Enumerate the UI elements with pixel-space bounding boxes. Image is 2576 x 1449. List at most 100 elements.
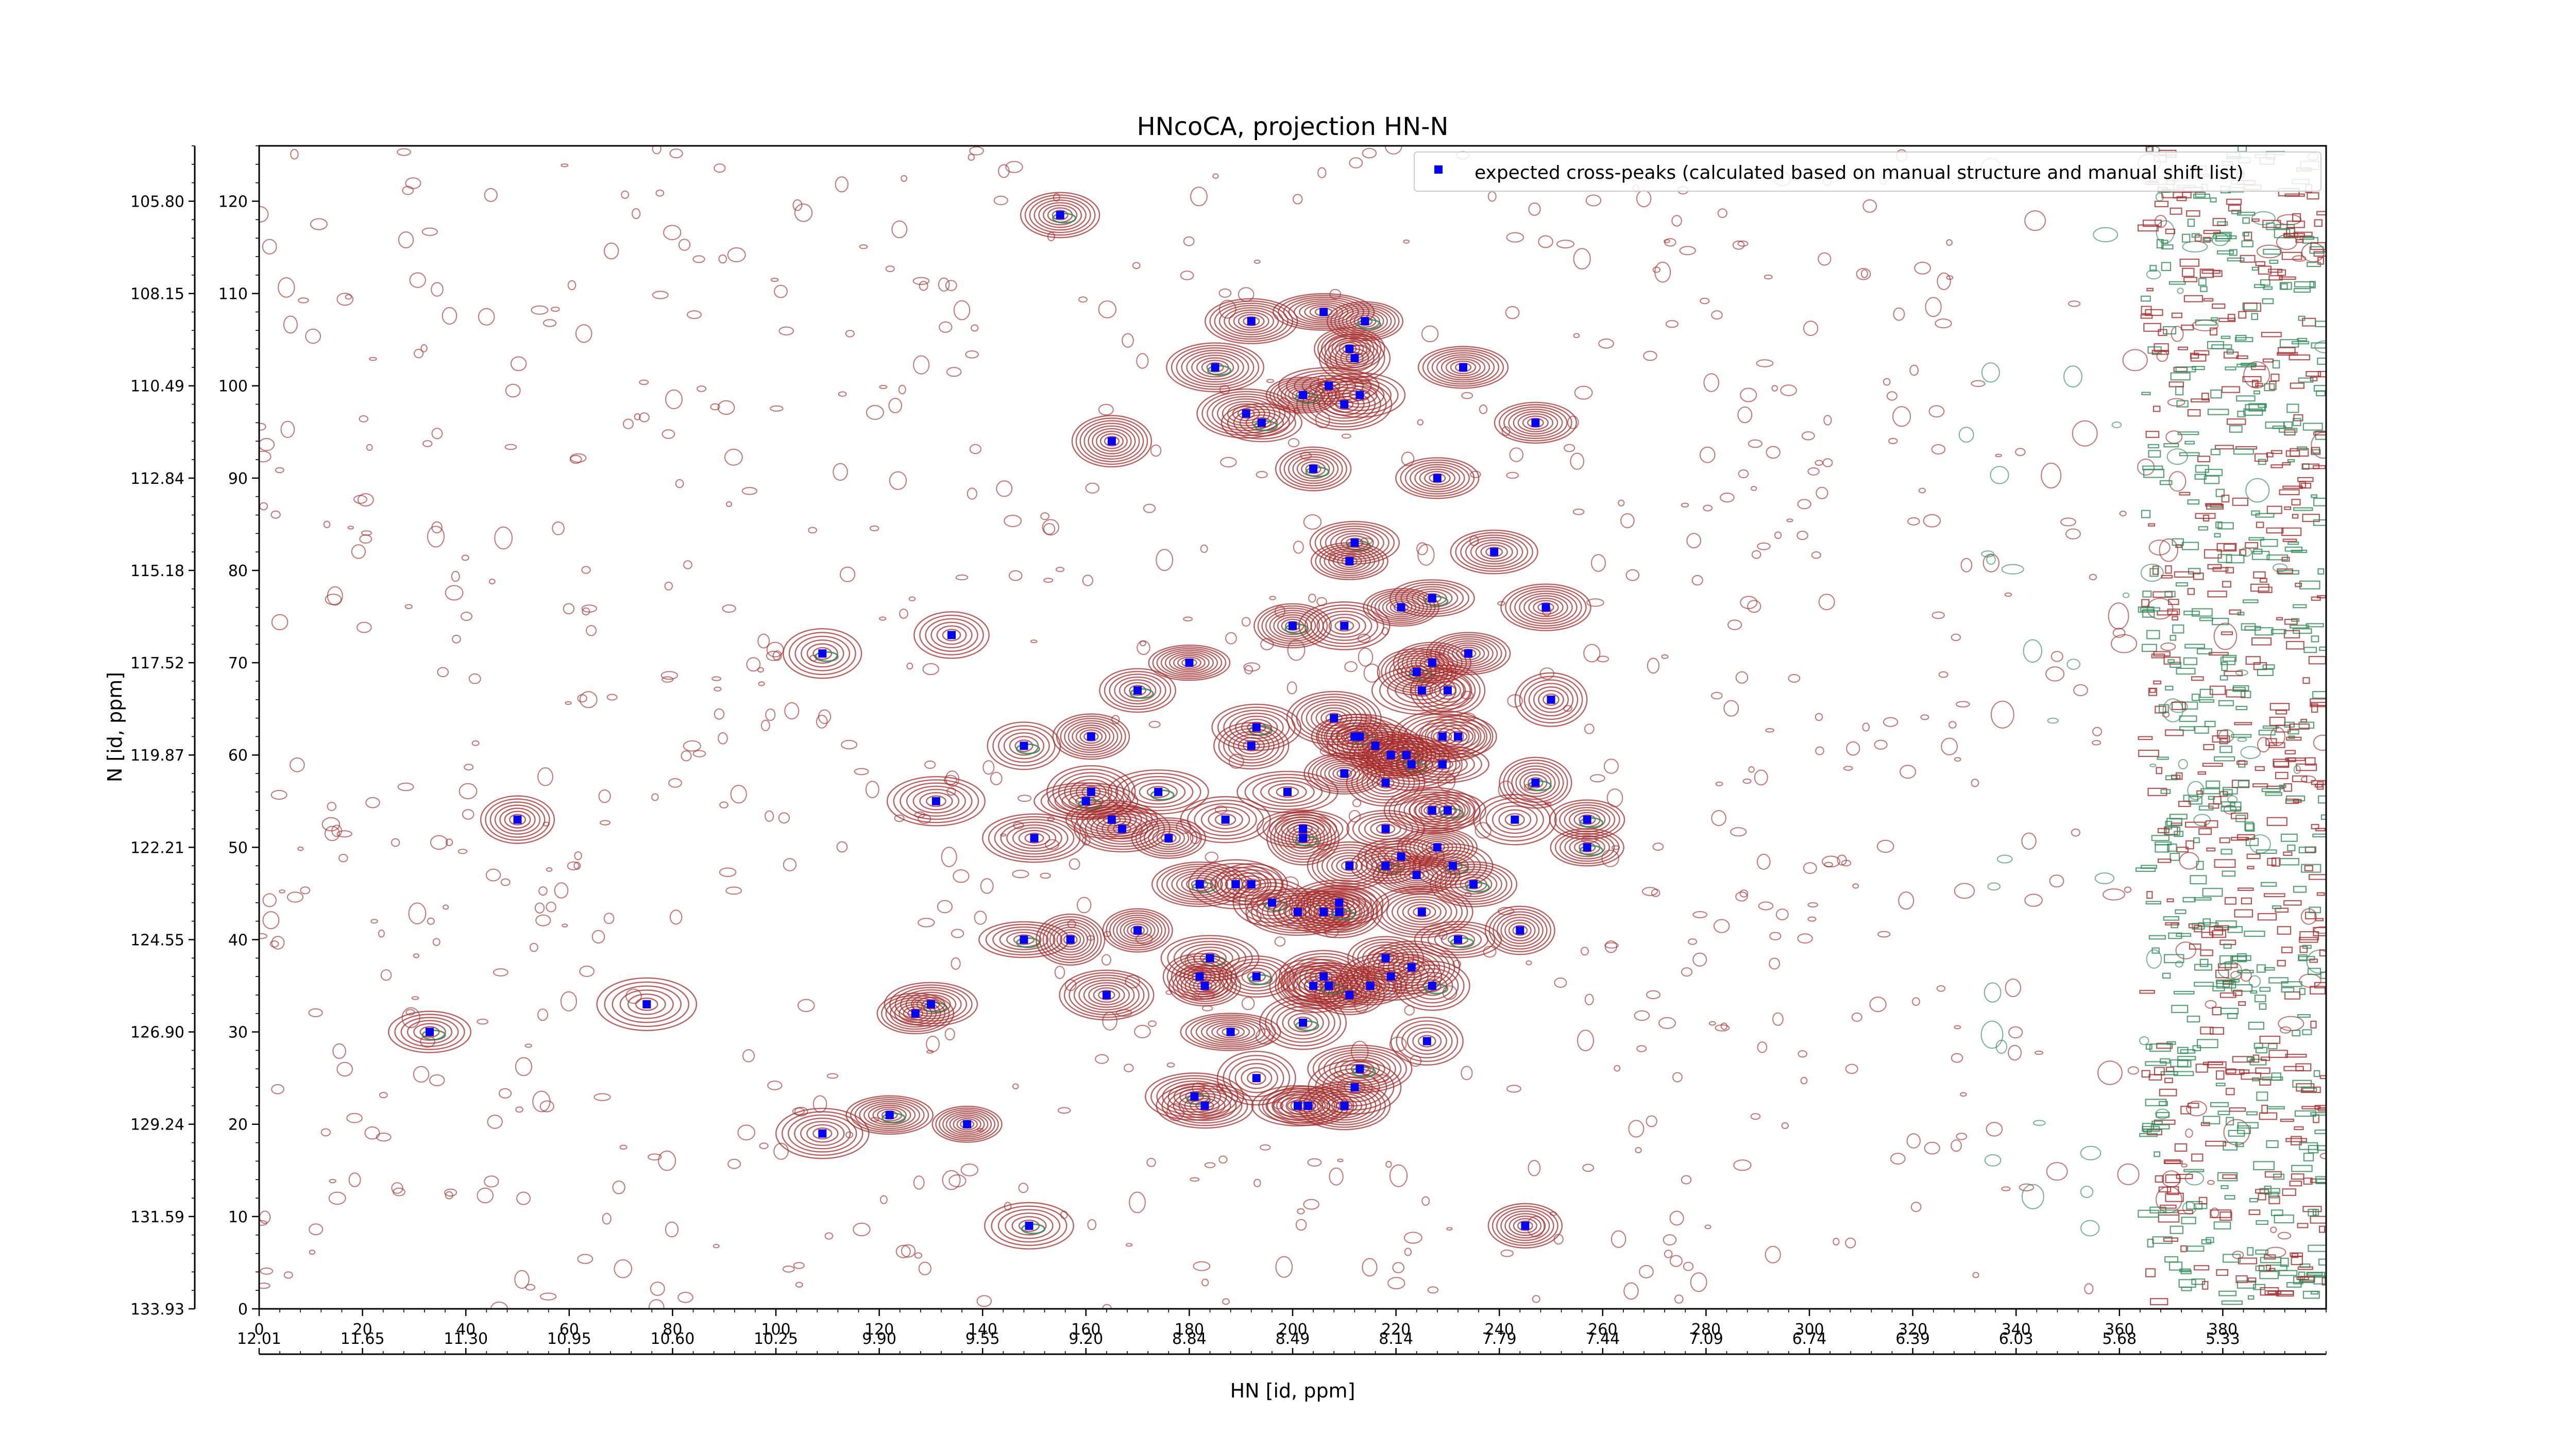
peak-contour [1411, 972, 1453, 1000]
noise-contour [2045, 666, 2065, 682]
peak-contour [1305, 463, 1321, 474]
noise-contour [853, 1222, 871, 1237]
x2-tick-label: 9.55 [965, 1330, 1000, 1348]
artifact-contour [2260, 1287, 2279, 1296]
noise-contour [2032, 1120, 2046, 1126]
peak-point [1422, 1037, 1431, 1046]
noise-contour [2270, 1226, 2277, 1233]
noise-contour [939, 321, 953, 333]
noise-contour [1190, 1177, 1200, 1182]
artifact-contour [2257, 668, 2274, 676]
noise-contour [345, 294, 352, 300]
noise-contour [1500, 1249, 1514, 1257]
noise-contour [1204, 1162, 1216, 1168]
artifact-contour [2193, 193, 2210, 199]
artifact-contour [2245, 542, 2259, 549]
peak-contour [1018, 830, 1050, 847]
noise-contour [1924, 1141, 1940, 1155]
noise-contour [742, 1049, 755, 1063]
noise-contour [719, 801, 728, 808]
artifact-contour [2256, 521, 2264, 528]
noise-contour [1329, 289, 1341, 299]
artifact-contour [2281, 527, 2302, 536]
noise-contour [1995, 453, 2002, 458]
artifact-contour [2184, 644, 2205, 649]
x2-tick-label: 8.49 [1276, 1330, 1310, 1348]
artifact-contour [2196, 648, 2212, 654]
noise-contour [1056, 567, 1065, 572]
noise-contour [2065, 528, 2081, 540]
noise-contour [1136, 353, 1149, 369]
peak-contour [919, 614, 984, 655]
noise-contour [1918, 487, 1926, 494]
peak-contour [480, 795, 555, 844]
peak-contour [850, 1097, 929, 1133]
artifact-contour [2178, 801, 2191, 807]
artifact-contour [2298, 721, 2315, 729]
noise-contour [1769, 957, 1781, 970]
artifact-contour [2168, 599, 2179, 605]
peak-contour [1424, 470, 1451, 485]
noise-contour [1319, 746, 1336, 756]
noise-contour [2139, 1036, 2149, 1046]
noise-contour [726, 501, 732, 507]
noise-contour [514, 1270, 530, 1289]
noise-contour [1589, 774, 1605, 783]
peak-contour [1318, 1049, 1402, 1088]
noise-contour [612, 1181, 625, 1194]
noise-contour [1190, 831, 1200, 845]
artifact-contour [2307, 262, 2321, 267]
artifact-contour [2186, 1201, 2203, 1210]
artifact-contour [2161, 575, 2173, 579]
artifact-contour [2221, 494, 2230, 503]
peak-point [818, 1129, 827, 1138]
peak-contour [1433, 731, 1452, 743]
noise-contour [1772, 1012, 1784, 1026]
peak-contour [400, 1017, 459, 1047]
peak-point [1226, 1027, 1235, 1036]
peak-contour [775, 1107, 870, 1159]
noise-contour [297, 846, 304, 851]
peak-contour [1038, 202, 1082, 228]
artifact-contour [2281, 981, 2302, 987]
x2-tick-label: 5.68 [2102, 1330, 2137, 1348]
noise-contour [1385, 1160, 1392, 1168]
noise-contour [1122, 333, 1134, 348]
artifact-contour [2239, 1069, 2250, 1074]
artifact-contour [2255, 1047, 2268, 1054]
noise-contour [554, 882, 569, 899]
artifact-contour [2195, 319, 2217, 326]
x2-tick-label: 10.60 [650, 1330, 694, 1348]
noise-contour [1539, 667, 1554, 680]
noise-contour [913, 355, 930, 375]
artifact-contour [2237, 1122, 2259, 1129]
peak-contour [992, 725, 1056, 767]
artifact-contour [2188, 568, 2201, 575]
x-tick-label: 200 [1278, 1321, 1307, 1339]
artifact-contour [2264, 1254, 2276, 1260]
peak-contour [991, 1205, 1067, 1246]
artifact-contour [2184, 441, 2195, 445]
noise-contour [582, 607, 590, 616]
noise-contour [1946, 239, 1953, 246]
artifact-contour [2165, 1192, 2184, 1202]
artifact-contour [2268, 1191, 2279, 1199]
artifact-contour [2284, 546, 2303, 552]
artifact-contour [2151, 349, 2169, 355]
peak-point [911, 1009, 920, 1018]
peak-contour [1191, 355, 1240, 380]
peak-contour [1275, 446, 1352, 492]
noise-contour [287, 891, 303, 903]
artifact-contour [2291, 1136, 2302, 1145]
artifact-contour [2294, 1126, 2304, 1131]
artifact-contour [2277, 926, 2292, 935]
noise-contour [944, 1028, 955, 1041]
peak-contour [1431, 759, 1454, 770]
noise-contour [1920, 714, 1929, 720]
noise-contour [2097, 1060, 2123, 1085]
peak-contour [912, 788, 960, 814]
noise-contour [1190, 187, 1208, 207]
artifact-contour [2245, 656, 2261, 665]
noise-contour [1266, 379, 1275, 383]
peak-contour [1120, 919, 1156, 942]
